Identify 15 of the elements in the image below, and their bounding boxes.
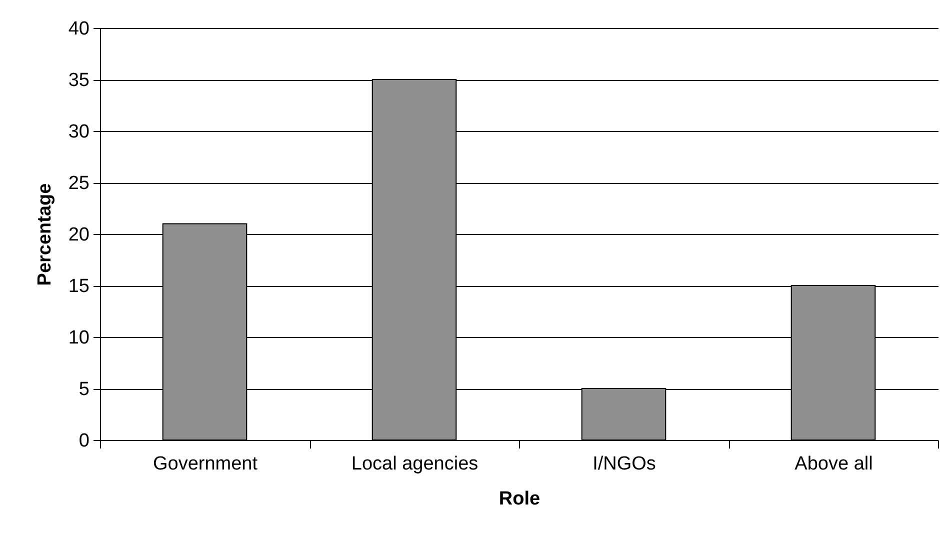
x-tick-label: I/NGOs — [592, 454, 656, 474]
y-tick-label: 0 — [78, 430, 90, 452]
y-tick-label: 20 — [68, 224, 90, 246]
x-tick-label: Above all — [794, 454, 873, 474]
y-tick-label: 5 — [78, 379, 90, 400]
x-axis-title: Role — [498, 488, 540, 510]
y-tick-label: 30 — [68, 122, 90, 142]
y-tick-label: 35 — [68, 70, 90, 91]
y-tick-label: 10 — [68, 328, 90, 348]
x-tick-label: Government — [152, 454, 258, 474]
y-axis-title: Percentage — [34, 183, 56, 286]
y-tick-label: 15 — [68, 276, 90, 297]
y-tick-label: 25 — [68, 173, 90, 194]
x-tick-label: Local agencies — [351, 454, 478, 474]
y-tick-label: 40 — [68, 18, 90, 40]
